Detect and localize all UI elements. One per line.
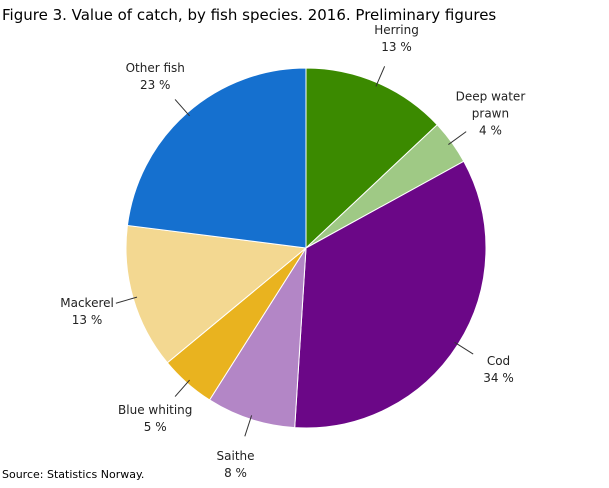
slice-label: Blue whiting 5 % [118,402,192,436]
category-label: Blue whiting [118,403,193,418]
slice-label: Deep water prawn 4 % [449,88,531,139]
leader-line [174,379,190,397]
source: Source: Statistics Norway. [2,468,145,481]
chart-title: Figure 3. Value of catch, by fish specie… [2,6,497,24]
value-label: 8 % [224,465,247,480]
category-label: Saithe [216,448,255,463]
leader-line [448,131,467,145]
value-label: 13 % [71,312,103,327]
slice-label: Cod 34 % [483,353,514,387]
leader-line [375,66,386,87]
pie-slice [126,67,307,249]
value-label: 34 % [483,371,514,386]
category-label: Mackerel [60,295,114,310]
category-label: Herring [374,22,419,37]
leader-line [174,99,190,117]
slice-label: Other fish 23 % [126,60,185,94]
category-label: Other fish [125,60,185,75]
leader-line [244,415,253,437]
value-label: 23 % [139,77,171,92]
leader-line [115,296,138,304]
value-label: 5 % [143,420,167,435]
leader-line [454,341,474,355]
slice-label: Saithe 8 % [217,448,255,482]
category-label: Cod [486,354,511,369]
slice-label: Herring 13 % [374,22,419,56]
slice-label: Mackerel 13 % [60,295,114,329]
value-label: 4 % [479,123,502,138]
category-label: Deep water prawn [455,89,526,121]
value-label: 13 % [381,39,412,54]
